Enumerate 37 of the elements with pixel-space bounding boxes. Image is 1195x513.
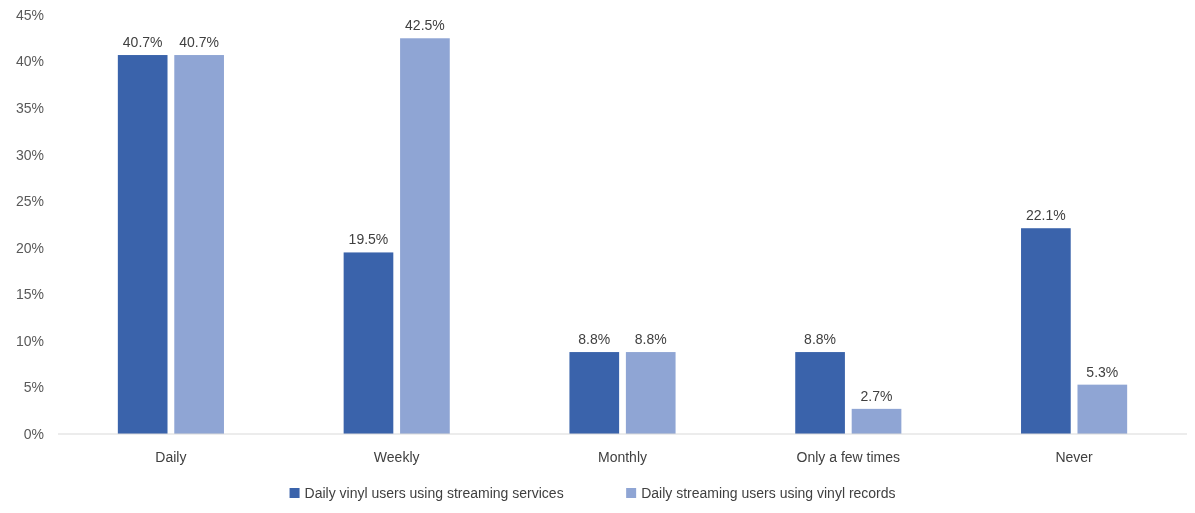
bar (1077, 384, 1128, 434)
data-label: 8.8% (578, 331, 611, 348)
x-tick-label: Only a few times (796, 449, 901, 465)
data-label: 40.7% (122, 34, 163, 51)
data-label: 2.7% (860, 387, 893, 404)
data-label: 42.5% (405, 17, 445, 34)
data-label: 19.5% (348, 231, 389, 248)
x-tick-label: Never (1055, 449, 1094, 465)
data-label: 22.1% (1026, 207, 1066, 224)
legend-label: Daily streaming users using vinyl records (641, 484, 896, 501)
x-tick-label: Weekly (373, 449, 420, 465)
y-tick-label: 15% (15, 286, 44, 303)
data-label: 8.8% (804, 331, 837, 348)
bar (1021, 228, 1071, 434)
bar (795, 352, 845, 434)
y-tick-label: 40% (15, 53, 44, 70)
bar (625, 352, 676, 434)
bar (569, 352, 620, 434)
bar (400, 38, 450, 434)
data-label: 8.8% (634, 331, 667, 348)
data-label: 40.7% (179, 34, 219, 51)
y-tick-label: 35% (15, 100, 44, 117)
y-tick-label: 25% (15, 193, 44, 210)
y-tick-label: 45% (15, 6, 44, 23)
y-tick-label: 10% (15, 332, 44, 349)
bar (851, 408, 902, 434)
y-tick-label: 5% (23, 379, 44, 396)
legend-label: Daily vinyl users using streaming services (304, 484, 564, 501)
bar (343, 252, 394, 434)
x-tick-label: Monthly (597, 449, 648, 465)
bar (174, 55, 224, 434)
bar (117, 55, 168, 434)
y-tick-label: 30% (15, 146, 44, 163)
y-tick-label: 20% (15, 239, 44, 256)
data-label: 5.3% (1086, 363, 1119, 380)
x-tick-label: Daily (155, 449, 187, 465)
y-tick-label: 0% (23, 425, 44, 442)
